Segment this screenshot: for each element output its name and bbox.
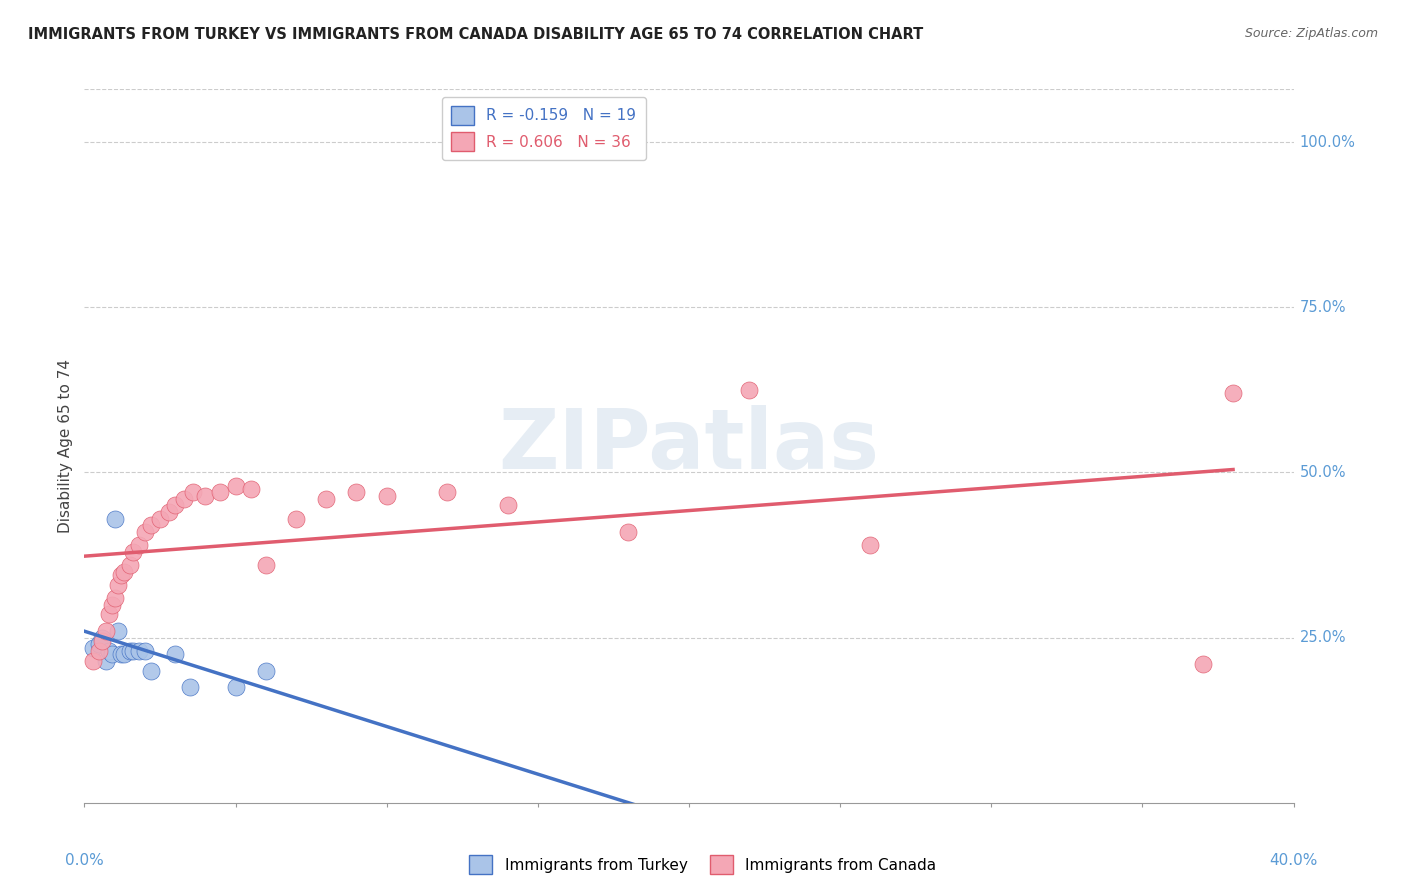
Point bbox=[121, 644, 143, 658]
Point bbox=[89, 644, 111, 658]
Point bbox=[346, 485, 368, 500]
Point bbox=[859, 538, 882, 552]
Point bbox=[1191, 657, 1213, 671]
Point bbox=[97, 644, 120, 658]
Point bbox=[173, 491, 195, 506]
Point bbox=[94, 654, 117, 668]
Point bbox=[107, 578, 129, 592]
Point bbox=[128, 538, 150, 552]
Y-axis label: Disability Age 65 to 74: Disability Age 65 to 74 bbox=[58, 359, 73, 533]
Text: IMMIGRANTS FROM TURKEY VS IMMIGRANTS FROM CANADA DISABILITY AGE 65 TO 74 CORRELA: IMMIGRANTS FROM TURKEY VS IMMIGRANTS FRO… bbox=[28, 27, 924, 42]
Point bbox=[157, 505, 180, 519]
Point bbox=[112, 647, 135, 661]
Point bbox=[149, 511, 172, 525]
Text: 50.0%: 50.0% bbox=[1299, 465, 1346, 480]
Text: 25.0%: 25.0% bbox=[1299, 630, 1346, 645]
Point bbox=[225, 680, 247, 694]
Point bbox=[181, 485, 204, 500]
Point bbox=[1222, 386, 1244, 401]
Point bbox=[139, 518, 162, 533]
Point bbox=[375, 489, 398, 503]
Point bbox=[738, 383, 761, 397]
Point bbox=[436, 485, 458, 500]
Point bbox=[110, 567, 132, 582]
Point bbox=[284, 511, 308, 525]
Text: 100.0%: 100.0% bbox=[1299, 135, 1355, 150]
Point bbox=[104, 511, 127, 525]
Point bbox=[209, 485, 232, 500]
Point bbox=[163, 647, 186, 661]
Point bbox=[194, 489, 217, 503]
Point bbox=[89, 637, 111, 651]
Point bbox=[91, 631, 114, 645]
Point bbox=[104, 591, 127, 605]
Legend: Immigrants from Turkey, Immigrants from Canada: Immigrants from Turkey, Immigrants from … bbox=[464, 849, 942, 880]
Point bbox=[179, 680, 201, 694]
Point bbox=[118, 644, 141, 658]
Text: 75.0%: 75.0% bbox=[1299, 300, 1346, 315]
Point bbox=[134, 644, 156, 658]
Point bbox=[118, 558, 141, 572]
Point bbox=[134, 524, 156, 539]
Point bbox=[163, 499, 186, 513]
Point bbox=[94, 624, 117, 638]
Text: Source: ZipAtlas.com: Source: ZipAtlas.com bbox=[1244, 27, 1378, 40]
Point bbox=[496, 499, 519, 513]
Point bbox=[617, 524, 640, 539]
Point bbox=[254, 664, 277, 678]
Legend: R = -0.159   N = 19, R = 0.606   N = 36: R = -0.159 N = 19, R = 0.606 N = 36 bbox=[441, 97, 645, 160]
Point bbox=[121, 545, 143, 559]
Text: 40.0%: 40.0% bbox=[1270, 853, 1317, 868]
Point bbox=[100, 647, 122, 661]
Point bbox=[97, 607, 120, 622]
Point bbox=[112, 565, 135, 579]
Point bbox=[139, 664, 162, 678]
Point bbox=[100, 598, 122, 612]
Point bbox=[239, 482, 262, 496]
Point bbox=[128, 644, 150, 658]
Text: ZIPatlas: ZIPatlas bbox=[499, 406, 879, 486]
Point bbox=[107, 624, 129, 638]
Point bbox=[254, 558, 277, 572]
Point bbox=[110, 647, 132, 661]
Point bbox=[225, 478, 247, 492]
Point bbox=[91, 634, 114, 648]
Point bbox=[82, 640, 104, 655]
Text: 0.0%: 0.0% bbox=[65, 853, 104, 868]
Point bbox=[82, 654, 104, 668]
Point bbox=[315, 491, 337, 506]
